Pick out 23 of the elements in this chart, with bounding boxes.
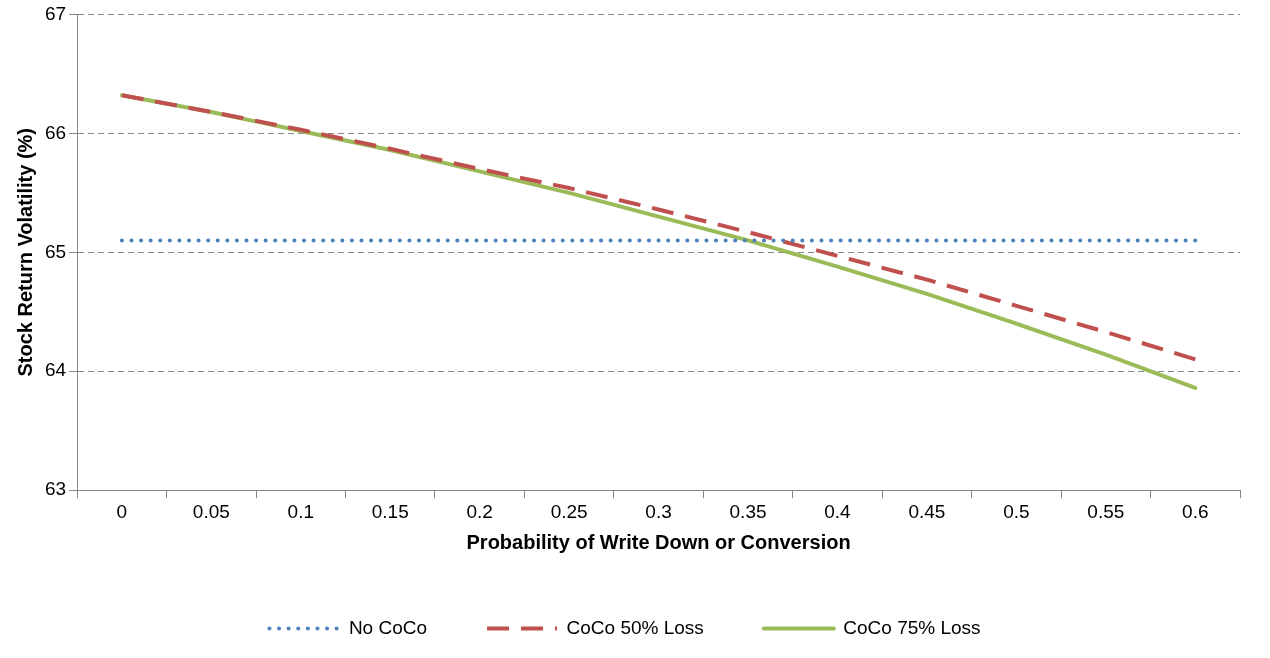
x-tick-label: 0.25	[550, 500, 588, 522]
x-tick-label: 0.6	[1182, 500, 1209, 522]
y-tick-label: 65	[44, 240, 67, 262]
y-tick-label: 67	[44, 2, 67, 24]
x-tick-label: 0.05	[192, 500, 230, 522]
x-tick-label: 0.35	[729, 500, 767, 522]
x-tick-label: 0.2	[466, 500, 493, 522]
x-tick-label: 0.15	[371, 500, 409, 522]
x-tick-label: 0	[116, 500, 128, 522]
y-tick-label: 66	[44, 121, 67, 143]
y-tick-label: 64	[44, 359, 67, 381]
x-tick-label: 0.3	[645, 500, 672, 522]
x-tick-label: 0.5	[1003, 500, 1030, 522]
x-tick-label: 0.55	[1087, 500, 1125, 522]
x-tick-label: 0.4	[824, 500, 852, 522]
x-tick-label: 0.45	[908, 500, 946, 522]
legend-label: CoCo 50% Loss	[566, 616, 704, 638]
x-axis-title: Probability of Write Down or Conversion	[466, 530, 851, 553]
y-tick-label: 63	[44, 478, 67, 500]
legend-label: No CoCo	[348, 616, 428, 638]
x-tick-label: 0.1	[287, 500, 314, 522]
y-axis-title: Stock Return Volatility (%)	[13, 128, 36, 377]
legend-label: CoCo 75% Loss	[843, 616, 981, 638]
